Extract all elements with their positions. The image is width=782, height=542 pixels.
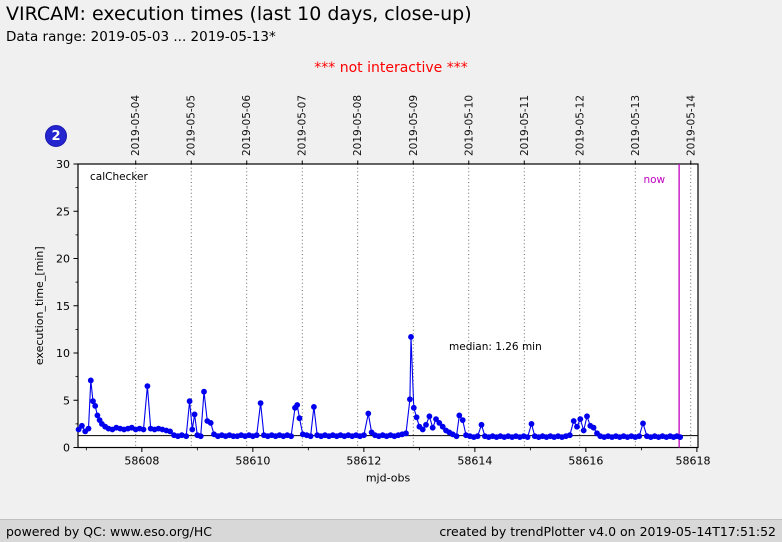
data-point <box>197 433 204 440</box>
data-point <box>311 404 317 410</box>
page-number-badge[interactable]: 2 <box>45 125 67 147</box>
data-point <box>478 421 485 428</box>
data-point <box>85 425 92 432</box>
y-axis: 0 5 10 15 20 25 30 <box>56 158 78 455</box>
x-tick-label: 58612 <box>346 455 381 468</box>
x-tick-label: 58610 <box>235 455 270 468</box>
top-date-label: 2019-05-12 <box>574 95 586 156</box>
data-point <box>183 433 190 440</box>
data-point <box>426 413 433 420</box>
data-point <box>94 412 101 419</box>
top-date-label: 2019-05-13 <box>630 95 642 156</box>
data-series <box>75 334 684 440</box>
data-point <box>459 417 466 423</box>
footer-created-by: created by trendPlotter v4.0 on 2019-05-… <box>439 523 776 539</box>
data-point <box>191 411 198 418</box>
data-point <box>257 400 264 406</box>
data-point <box>75 426 82 433</box>
data-point <box>178 432 185 439</box>
data-point <box>524 434 531 440</box>
chart-area: 2019-05-04 2019-05-05 2019-05-06 2019-05-07… <box>33 95 711 485</box>
data-point <box>189 426 196 433</box>
data-point <box>403 430 409 437</box>
data-point <box>294 402 301 408</box>
data-point <box>288 433 294 440</box>
data-point <box>590 424 597 431</box>
data-point <box>413 414 420 421</box>
data-point <box>423 421 429 428</box>
data-point <box>253 432 260 439</box>
not-interactive-notice: *** not interactive *** <box>314 60 468 76</box>
data-point <box>528 421 535 427</box>
y-tick-label: 10 <box>56 347 70 360</box>
top-date-label: 2019-05-08 <box>352 95 364 156</box>
data-point <box>677 434 684 440</box>
data-point <box>640 420 646 427</box>
data-point <box>140 426 147 433</box>
status-bar: powered by QC: www.eso.org/HC created by… <box>0 519 782 542</box>
y-tick-label: 30 <box>56 158 70 171</box>
data-point <box>296 415 303 422</box>
x-tick-label: 58616 <box>568 455 603 468</box>
plot-background <box>78 164 698 448</box>
top-date-axis: 2019-05-04 2019-05-05 2019-05-06 2019-05-07… <box>130 95 697 448</box>
data-point <box>436 420 443 426</box>
page-title: VIRCAM: execution times (last 10 days, c… <box>6 3 472 25</box>
data-point <box>361 432 367 439</box>
data-point <box>365 410 372 417</box>
data-point <box>433 416 439 422</box>
top-date-label: 2019-05-10 <box>463 95 475 156</box>
data-point <box>574 423 580 430</box>
x-tick-label: 58618 <box>676 455 711 468</box>
execution-times-plot: 2019-05-04 2019-05-05 2019-05-06 2019-05-07… <box>33 95 711 485</box>
y-tick-label: 25 <box>56 205 70 218</box>
data-point <box>410 404 417 411</box>
top-date-label: 2019-05-04 <box>130 95 142 156</box>
data-point <box>186 398 193 405</box>
top-date-label: 2019-05-09 <box>408 95 420 156</box>
y-tick-label: 5 <box>63 394 70 407</box>
data-point <box>636 433 643 440</box>
y-tick-label: 20 <box>56 253 70 266</box>
data-point <box>456 412 463 419</box>
footer-powered-by: powered by QC: www.eso.org/HC <box>6 523 212 539</box>
data-point <box>307 433 314 440</box>
data-point <box>207 420 214 426</box>
y-tick-label: 0 <box>63 442 70 455</box>
data-point <box>144 383 151 389</box>
data-point <box>429 424 436 431</box>
top-date-label: 2019-05-07 <box>297 95 309 156</box>
data-range-subtitle: Data range: 2019-05-03 ... 2019-05-13* <box>6 29 276 45</box>
data-point <box>419 426 426 433</box>
data-point <box>453 433 460 440</box>
data-point <box>167 428 174 435</box>
data-point <box>90 398 96 405</box>
data-point <box>580 427 587 434</box>
median-label: median: 1.26 min <box>449 341 542 353</box>
x-tick-label: 58614 <box>457 455 492 468</box>
data-point <box>474 433 481 440</box>
data-point <box>566 432 573 439</box>
data-point <box>92 403 99 409</box>
data-point <box>439 423 446 430</box>
data-point <box>577 416 584 422</box>
top-date-label: 2019-05-05 <box>186 95 198 156</box>
data-point <box>87 377 94 384</box>
x-axis-title: mjd-obs <box>366 472 411 485</box>
x-tick-label: 58608 <box>124 455 159 468</box>
data-point <box>407 396 413 403</box>
data-point <box>570 418 577 424</box>
data-point <box>584 413 590 420</box>
top-date-label: 2019-05-14 <box>685 95 697 156</box>
data-point <box>79 422 85 429</box>
now-label: now <box>643 174 665 186</box>
data-point <box>201 388 207 395</box>
x-axis: 58608 58610 58612 58614 58616 58618 <box>85 447 711 468</box>
y-tick-label: 15 <box>56 300 70 313</box>
data-point <box>408 334 414 340</box>
y-axis-title: execution_time_[min] <box>33 246 46 365</box>
series-label: calChecker <box>90 171 149 183</box>
top-date-label: 2019-05-06 <box>241 95 253 156</box>
top-date-label: 2019-05-11 <box>519 95 531 156</box>
